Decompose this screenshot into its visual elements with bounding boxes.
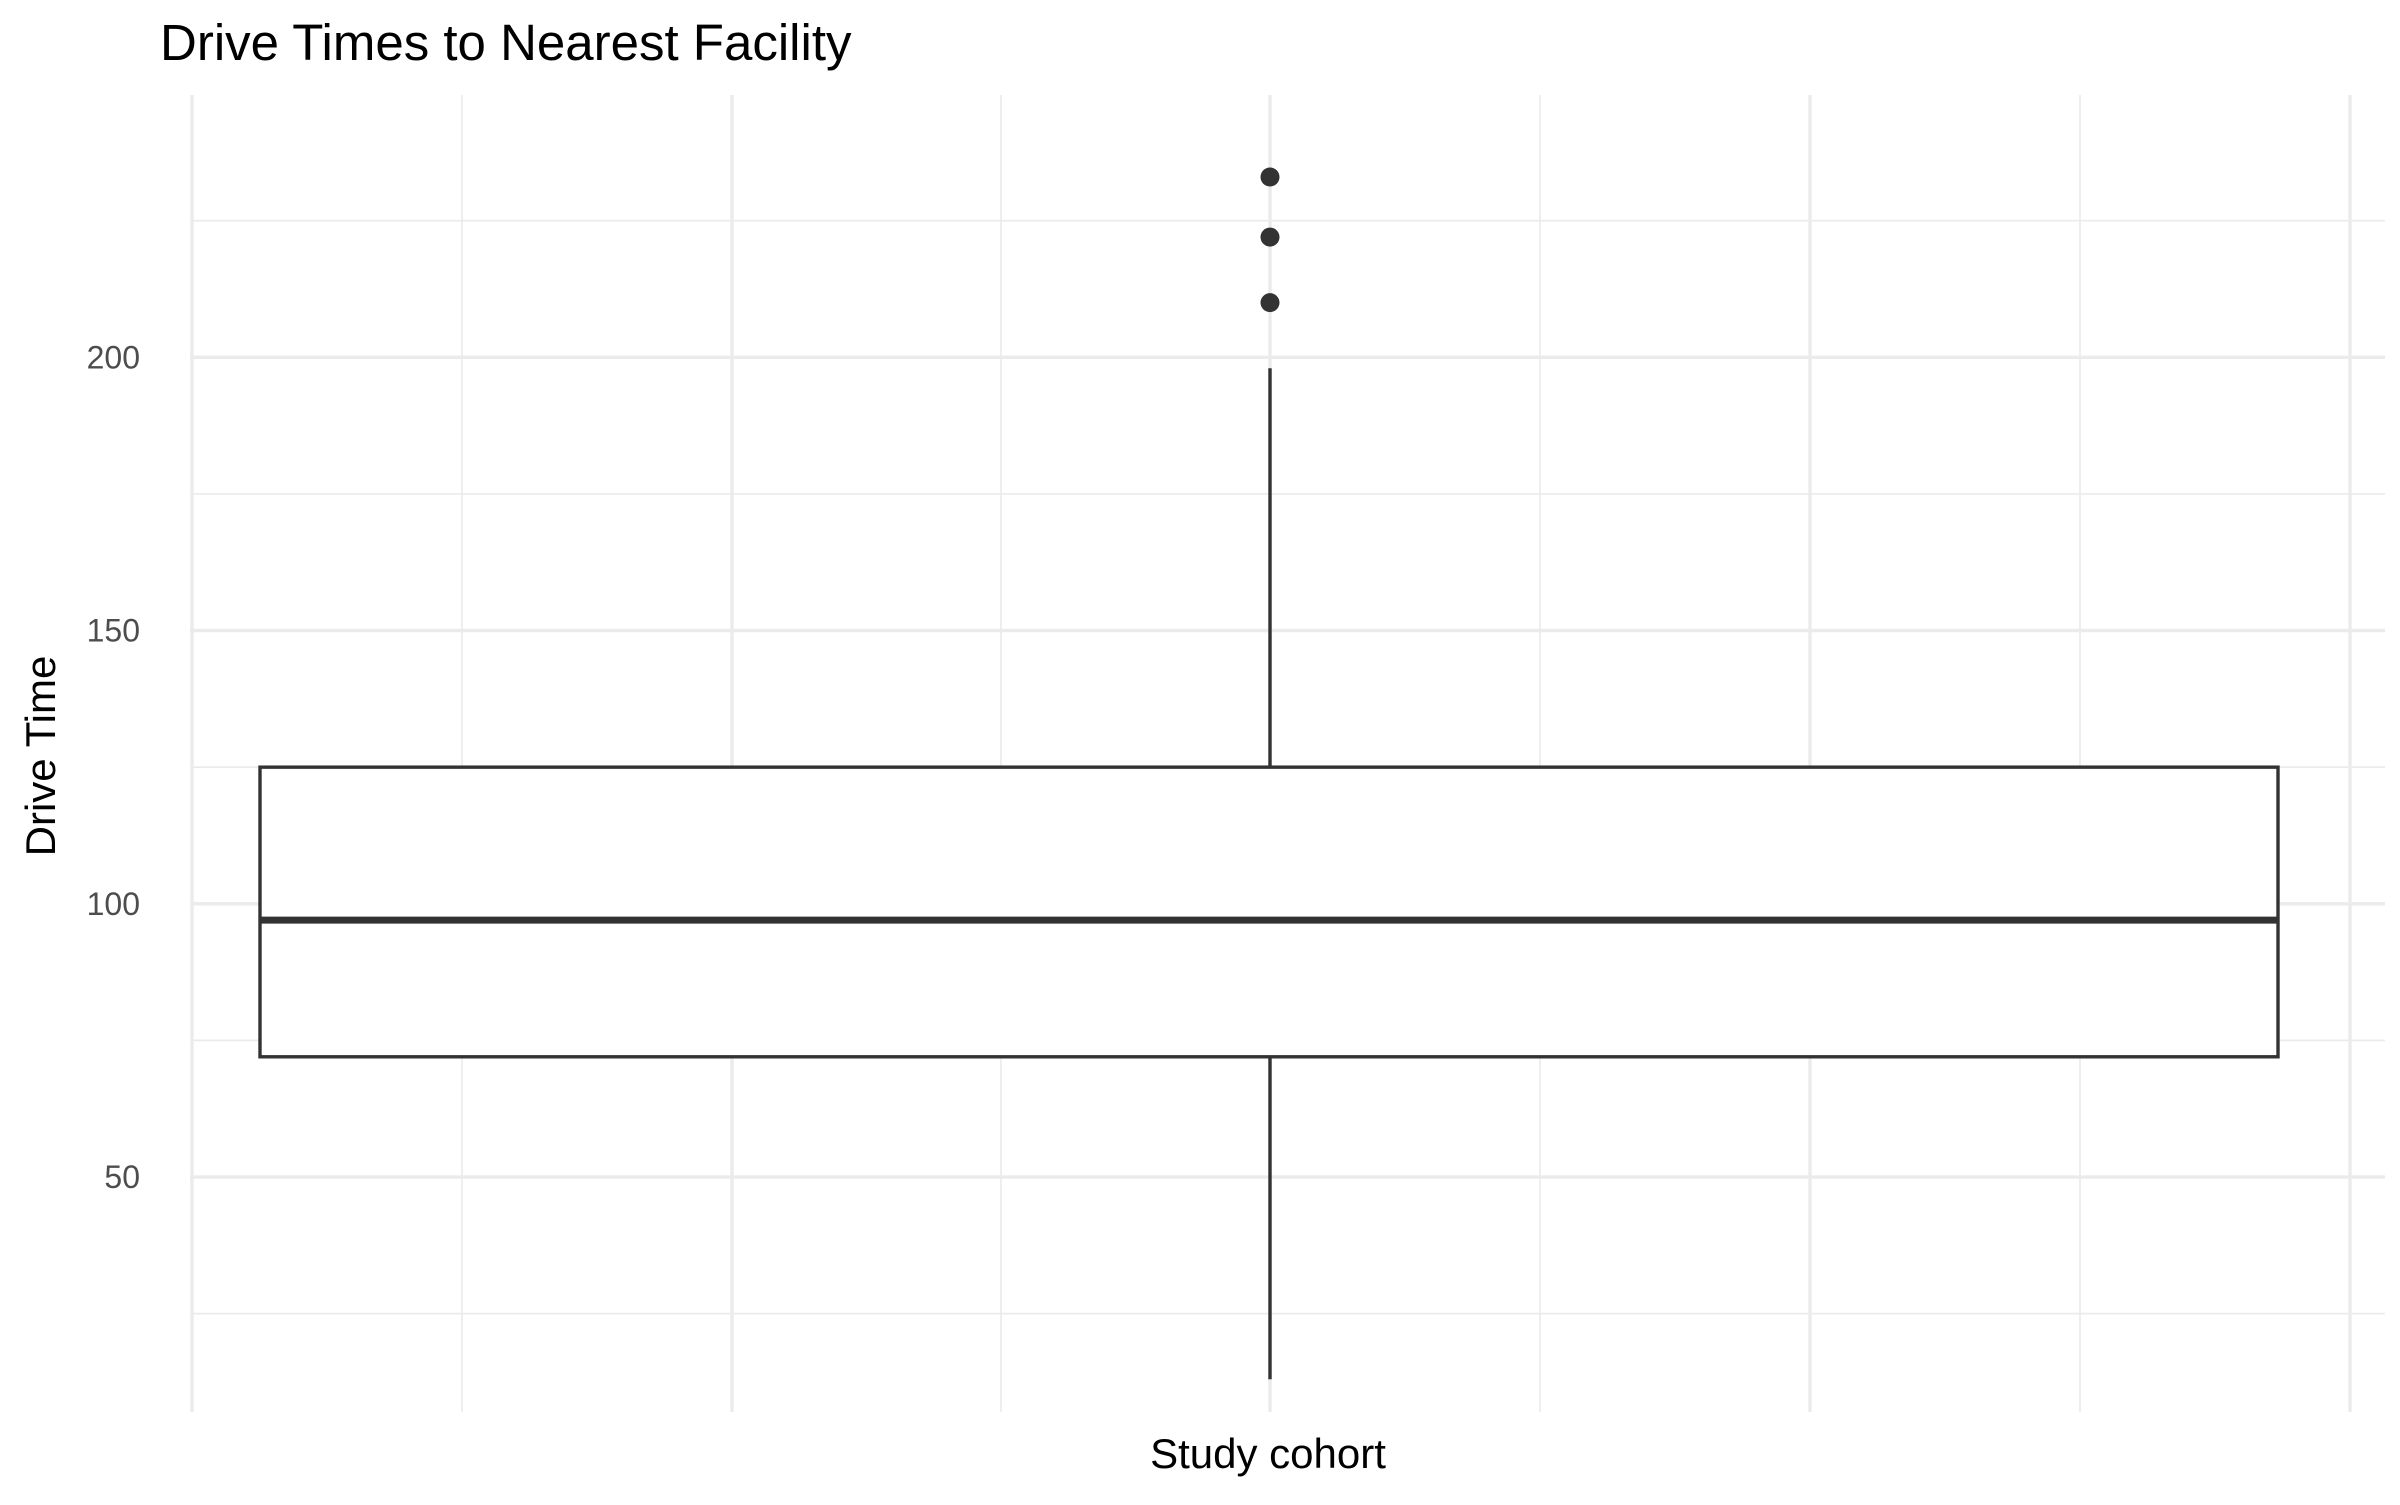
box-body	[258, 765, 2280, 1059]
outlier-point	[1260, 293, 1280, 313]
grid-layer	[190, 95, 2385, 1412]
outlier-point	[1260, 167, 1280, 187]
y-tick-label: 200	[87, 339, 140, 375]
chart-title: Drive Times to Nearest Facility	[160, 14, 852, 71]
y-tick-label: 100	[87, 886, 140, 922]
x-axis-title: Study cohort	[1150, 1430, 1386, 1477]
marks-layer	[258, 167, 2280, 1380]
y-axis-title: Drive Time	[17, 656, 64, 857]
y-tick-label: 50	[104, 1159, 140, 1195]
y-tick-label: 150	[87, 613, 140, 649]
outlier-point	[1260, 227, 1280, 247]
ticks-layer: 50 100 150 200	[87, 339, 140, 1195]
